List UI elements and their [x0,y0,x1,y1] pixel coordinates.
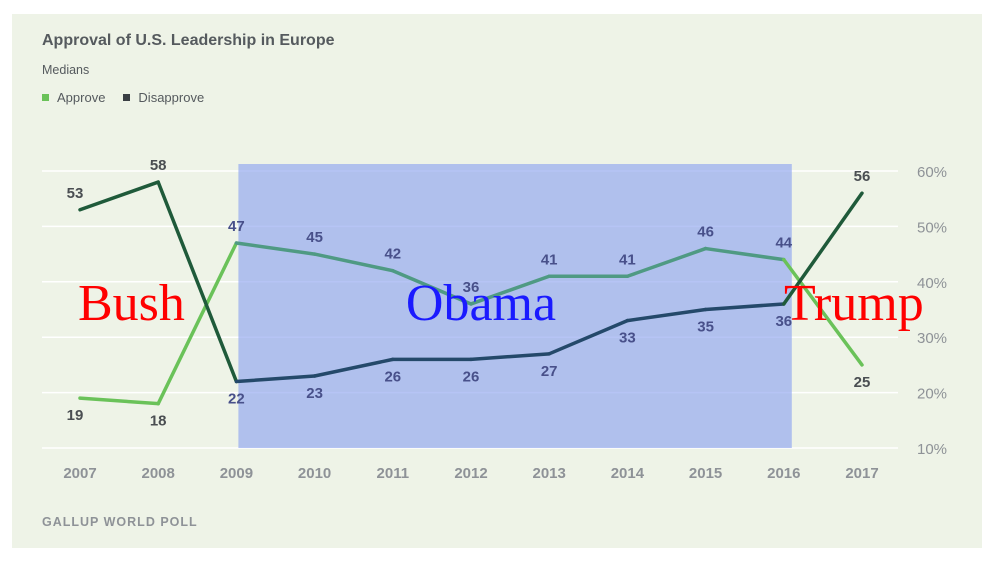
chart-title: Approval of U.S. Leadership in Europe [42,32,335,49]
series-line-disapprove [234,374,317,384]
x-tick-label: 2016 [767,465,800,482]
series-line-disapprove [156,180,239,384]
series-line-approve [469,274,551,306]
series-line-approve [703,246,786,262]
x-tick-label: 2013 [533,465,566,482]
x-tick-label: 2007 [63,465,96,482]
annotation-obama: Obama [406,275,556,332]
data-label-approve: 36 [463,279,480,296]
series-line-disapprove [625,307,708,323]
x-tick-label: 2009 [220,465,253,482]
highlight-band [238,164,792,448]
data-label-disapprove: 26 [384,368,401,385]
series-line-disapprove [469,352,551,362]
data-label-approve: 25 [854,374,871,391]
legend-label-disapprove: Disapprove [138,90,205,105]
data-label-disapprove: 27 [541,363,558,380]
data-label-disapprove: 56 [854,168,871,185]
y-tick-label: 20% [917,386,947,403]
series-line-approve [78,396,160,406]
legend-swatch-approve [42,94,49,101]
data-label-approve: 45 [306,229,323,246]
data-label-approve: 19 [67,407,84,424]
data-label-disapprove: 53 [67,185,84,202]
data-label-disapprove: 33 [619,330,636,347]
legend-swatch-disapprove [123,94,131,101]
data-label-disapprove: 23 [306,385,323,402]
y-tick-label: 40% [917,275,947,292]
x-tick-label: 2012 [454,465,487,482]
x-tick-label: 2010 [298,465,331,482]
series-line-approve [234,241,317,256]
series-line-disapprove [78,180,160,212]
data-label-disapprove: 26 [463,368,480,385]
legend-item-disapprove: Disapprove [123,90,204,105]
data-label-disapprove: 35 [697,319,714,336]
x-tick-label: 2014 [611,465,645,482]
series-line-approve [312,252,395,273]
x-tick-label: 2011 [377,465,410,482]
series-line-disapprove [312,357,395,378]
data-label-approve: 42 [384,246,401,263]
legend-label-approve: Approve [57,90,106,105]
series-line-approve [625,246,708,279]
data-label-approve: 47 [228,218,245,235]
y-tick-label: 10% [917,441,947,458]
series-line-approve [156,241,239,406]
y-tick-label: 60% [917,164,947,181]
data-label-approve: 18 [150,413,167,430]
y-tick-label: 30% [917,330,947,347]
series-line-disapprove [782,191,864,306]
data-label-approve: 41 [541,251,558,268]
y-tick-label: 50% [917,219,947,236]
legend: Approve Disapprove [42,90,222,105]
annotation-trump: Trump [784,275,924,332]
data-label-disapprove: 36 [775,313,792,330]
x-tick-label: 2008 [142,465,175,482]
series-line-disapprove [547,318,630,356]
chart-subtitle: Medians [42,63,90,77]
data-label-approve: 41 [619,251,636,268]
data-label-approve: 44 [775,235,792,252]
series-line-approve [782,257,864,367]
data-label-disapprove: 22 [228,391,245,408]
x-tick-label: 2015 [689,465,722,482]
data-label-disapprove: 58 [150,157,167,174]
series-line-approve [391,268,473,306]
x-tick-label: 2017 [845,465,878,482]
legend-item-approve: Approve [42,90,105,105]
annotation-bush: Bush [78,275,185,332]
source-note: GALLUP WORLD POLL [42,515,198,529]
data-label-approve: 46 [697,224,714,241]
series-line-disapprove [703,302,786,312]
